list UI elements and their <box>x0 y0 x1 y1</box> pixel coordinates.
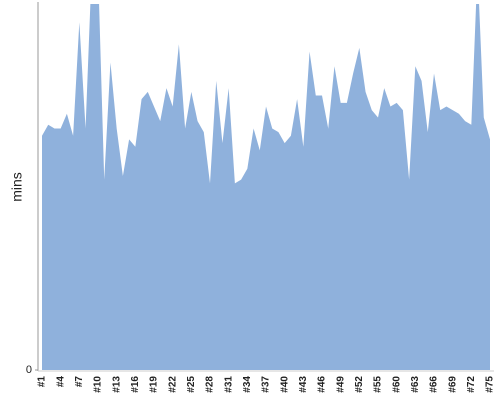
x-tick-label: #4 <box>55 376 66 388</box>
x-tick-label: #60 <box>391 376 402 393</box>
x-tick-label: #40 <box>279 376 290 393</box>
x-tick-label: #69 <box>447 376 458 393</box>
x-tick-label: #43 <box>298 376 309 393</box>
x-tick-label: #28 <box>205 376 216 393</box>
y-axis-label: mins <box>9 172 25 202</box>
x-tick-label: #63 <box>410 376 421 393</box>
x-tick-label: #55 <box>373 376 384 393</box>
x-tick-label: #19 <box>149 376 160 393</box>
x-tick-label: #75 <box>485 376 496 393</box>
x-tick-label: #7 <box>74 376 85 388</box>
y-tick-label: 0 <box>26 364 32 376</box>
x-tick-label: #46 <box>317 376 328 393</box>
x-tick-label: #22 <box>167 376 178 393</box>
area <box>42 4 490 370</box>
x-tick-label: #1 <box>37 376 48 388</box>
x-tick-label: #10 <box>93 376 104 393</box>
x-tick-label: #52 <box>354 376 365 393</box>
x-tick-label: #37 <box>261 376 272 393</box>
x-tick-label: #25 <box>186 376 197 393</box>
x-tick-label: #66 <box>429 376 440 393</box>
x-tick-label: #16 <box>130 376 141 393</box>
x-tick-label: #72 <box>466 376 477 393</box>
x-tick-label: #34 <box>242 376 253 393</box>
x-tick-label: #13 <box>111 376 122 393</box>
x-tick-label: #31 <box>223 376 234 393</box>
x-tick-label: #49 <box>335 376 346 393</box>
